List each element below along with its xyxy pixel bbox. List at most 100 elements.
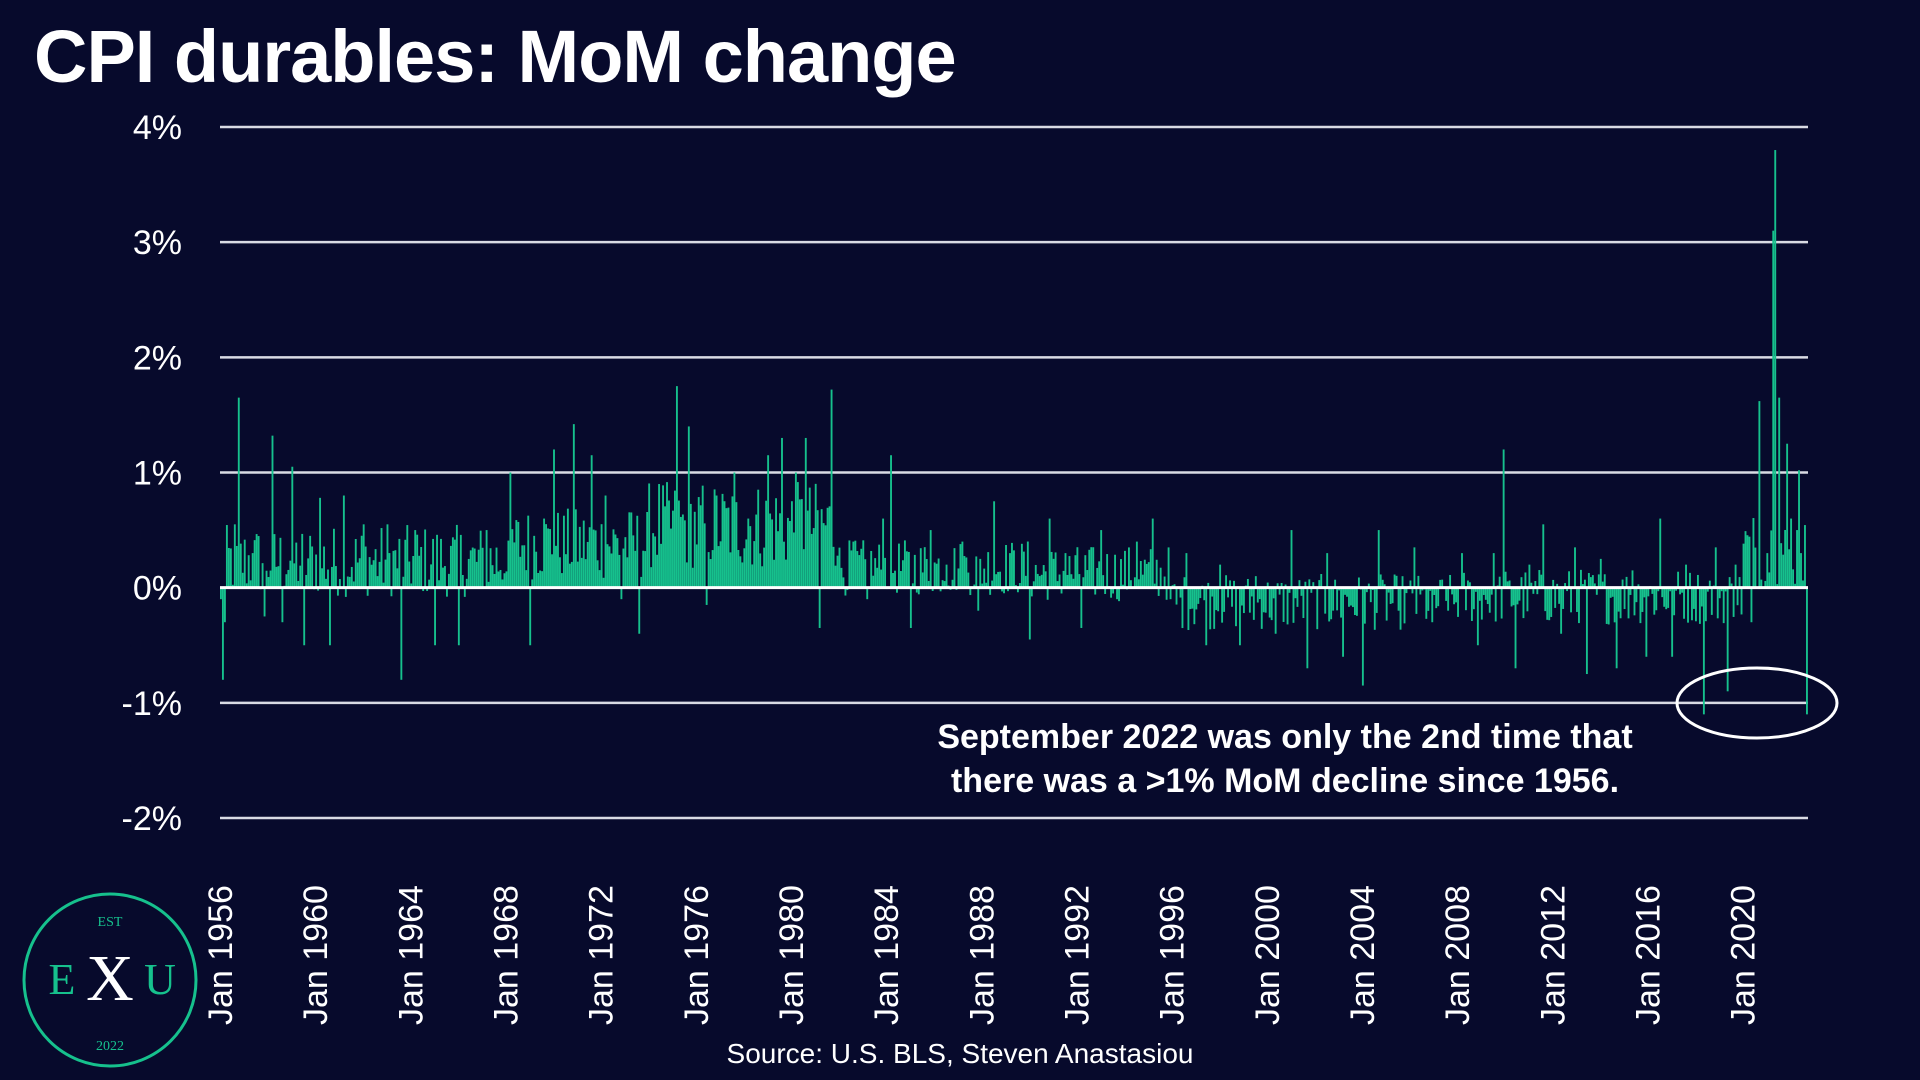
bar [743, 548, 746, 588]
bar [1605, 587, 1608, 624]
bar [1633, 587, 1636, 616]
bar [251, 553, 254, 588]
bar [741, 562, 744, 588]
bar [1585, 587, 1588, 675]
bar [1486, 587, 1489, 605]
bar [1373, 587, 1376, 630]
bar [1344, 587, 1346, 595]
bar [1169, 587, 1172, 600]
bar [394, 550, 397, 588]
bar [412, 556, 415, 588]
bar [890, 455, 892, 588]
bar [1157, 587, 1160, 596]
bar [900, 571, 902, 588]
bar [1435, 587, 1438, 609]
bar [1005, 545, 1007, 588]
bar [1558, 587, 1561, 604]
bar [1728, 577, 1731, 588]
bar [1070, 574, 1073, 588]
bar [622, 548, 625, 588]
bar [836, 555, 839, 588]
bar [1082, 577, 1085, 588]
bar [1050, 551, 1053, 588]
bar [1072, 578, 1075, 588]
bar [1766, 553, 1769, 588]
bar [1167, 547, 1170, 588]
bar [1252, 587, 1255, 620]
bar [221, 587, 224, 680]
bar [1720, 587, 1723, 592]
bar [1290, 530, 1293, 588]
bar [1802, 580, 1804, 588]
bar [638, 587, 641, 634]
bar [327, 569, 329, 588]
bar [646, 512, 649, 588]
bar [675, 386, 678, 588]
bar [1540, 574, 1543, 588]
bar [1702, 587, 1705, 715]
bar [509, 472, 512, 588]
bar [511, 529, 514, 588]
bar [489, 548, 492, 588]
bar [628, 512, 631, 588]
bar [977, 587, 980, 611]
bar [499, 569, 502, 588]
bar [1217, 587, 1220, 612]
bar [1284, 584, 1287, 588]
bar [1530, 582, 1533, 588]
bar [1278, 587, 1281, 595]
bar [1026, 541, 1029, 588]
bar [1768, 572, 1771, 588]
bar [1104, 587, 1107, 594]
x-tick-label: Jan 1992 [1058, 885, 1096, 1025]
bar [451, 537, 454, 588]
bar [1661, 587, 1664, 598]
bar [1185, 553, 1188, 588]
bar [961, 541, 964, 588]
bar [672, 510, 674, 588]
bar [654, 536, 657, 588]
bar [1326, 553, 1329, 588]
bar [1145, 563, 1148, 588]
bar [578, 526, 581, 588]
bar [1615, 587, 1618, 669]
bar [418, 555, 421, 588]
bar [469, 550, 472, 588]
bar [695, 544, 698, 588]
bar [446, 587, 448, 597]
bar [265, 570, 268, 588]
bar [1096, 567, 1099, 588]
bar [1141, 574, 1144, 588]
bar [471, 547, 474, 588]
bar [1001, 587, 1003, 592]
bar [1306, 587, 1309, 669]
bar [1320, 574, 1323, 588]
bar [1203, 587, 1206, 601]
bar [1288, 587, 1291, 593]
bar [1181, 587, 1184, 629]
bar [1536, 587, 1539, 595]
bar [787, 517, 789, 588]
bar [935, 563, 938, 588]
bar [1086, 570, 1089, 588]
x-tick-label: Jan 2008 [1439, 885, 1477, 1025]
bar [614, 534, 617, 588]
bar [610, 553, 613, 588]
bar [1391, 587, 1394, 604]
bar [1752, 518, 1755, 588]
bar [705, 587, 708, 605]
bar [527, 515, 530, 588]
bar [348, 576, 351, 588]
bar [410, 583, 413, 588]
bar [424, 529, 427, 588]
bar [400, 587, 403, 680]
bar [1508, 580, 1511, 588]
bar [1574, 547, 1576, 588]
bar [277, 566, 280, 588]
bar [957, 568, 960, 588]
bar [608, 546, 611, 588]
bar [699, 505, 702, 588]
bar [463, 587, 466, 597]
bar [560, 573, 563, 588]
